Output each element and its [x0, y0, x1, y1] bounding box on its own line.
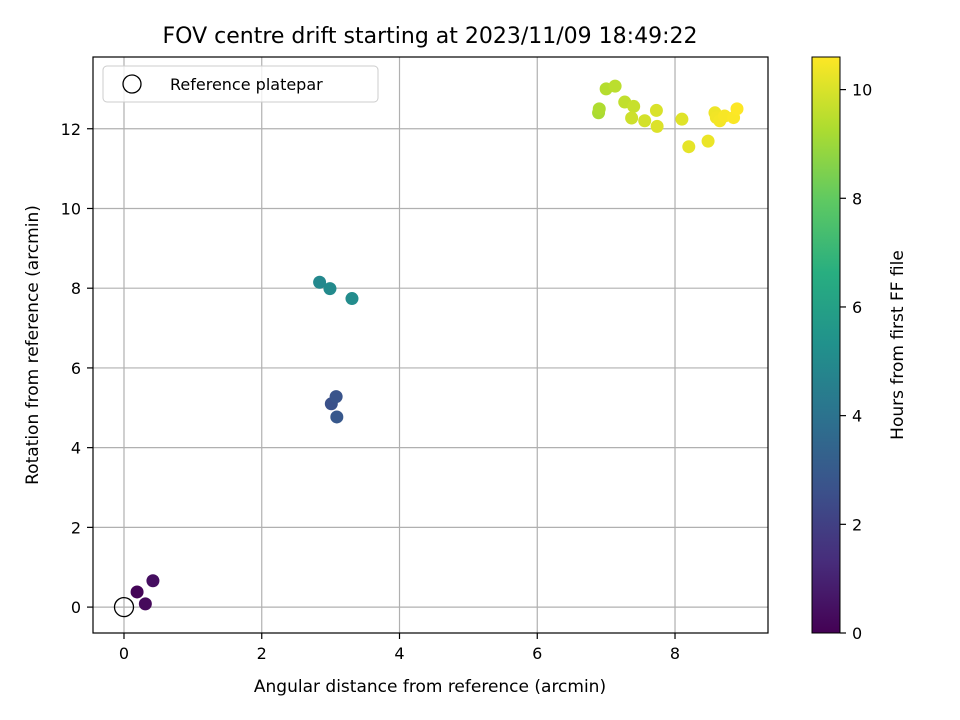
data-point	[625, 111, 639, 125]
colorbar-tick-label: 0	[852, 624, 862, 643]
reference-marker	[113, 596, 135, 618]
y-tick-label: 6	[71, 359, 81, 378]
x-tick-label: 0	[119, 644, 129, 663]
data-point	[627, 99, 641, 113]
y-axis-label: Rotation from reference (arcmin)	[23, 205, 43, 485]
legend: Reference platepar	[102, 65, 379, 103]
colorbar-ticks: 0 2 4 6 8 10	[840, 81, 872, 643]
data-point	[130, 585, 144, 599]
data-point	[701, 134, 715, 148]
data-point	[592, 102, 606, 116]
data-point	[730, 102, 744, 116]
chart-title: FOV centre drift starting at 2023/11/09 …	[163, 24, 698, 49]
x-tick-label: 6	[532, 644, 542, 663]
y-axis-ticks: 0 2 4 6 8 10 12	[61, 120, 93, 617]
colorbar-tick-label: 4	[852, 407, 862, 426]
colorbar-tick-label: 6	[852, 298, 862, 317]
y-tick-label: 4	[71, 439, 81, 458]
colorbar-label: Hours from first FF file	[888, 250, 908, 440]
data-point	[650, 119, 664, 133]
legend-reference-marker	[122, 74, 142, 94]
x-tick-label: 2	[257, 644, 267, 663]
colorbar-tick-label: 10	[852, 81, 872, 100]
data-point	[146, 574, 160, 588]
data-points	[130, 79, 744, 611]
data-point	[682, 140, 696, 154]
x-tick-label: 4	[394, 644, 404, 663]
colorbar-gradient	[811, 56, 841, 634]
data-point	[138, 597, 152, 611]
grid-lines	[93, 57, 768, 633]
plot-frame	[92, 56, 769, 634]
y-tick-label: 2	[71, 518, 81, 537]
data-point	[345, 292, 359, 306]
legend-label: Reference platepar	[170, 75, 323, 94]
data-point	[638, 114, 652, 128]
reference-point	[113, 596, 135, 618]
data-point	[649, 103, 663, 117]
data-point	[313, 275, 327, 289]
colorbar: 0 2 4 6 8 10 Hours from first FF file	[811, 56, 908, 643]
colorbar-tick-label: 2	[852, 515, 862, 534]
data-point	[330, 410, 344, 424]
data-point	[329, 390, 343, 404]
data-point	[323, 282, 337, 296]
data-point	[608, 79, 622, 93]
x-axis-ticks: 0 2 4 6 8	[119, 633, 680, 663]
legend-box	[102, 65, 379, 103]
colorbar-tick-label: 8	[852, 189, 862, 208]
y-tick-label: 8	[71, 279, 81, 298]
x-axis-label: Angular distance from reference (arcmin)	[254, 677, 606, 697]
y-tick-label: 10	[61, 199, 81, 218]
y-tick-label: 0	[71, 598, 81, 617]
y-tick-label: 12	[61, 120, 81, 139]
data-point	[675, 112, 689, 126]
x-tick-label: 8	[670, 644, 680, 663]
